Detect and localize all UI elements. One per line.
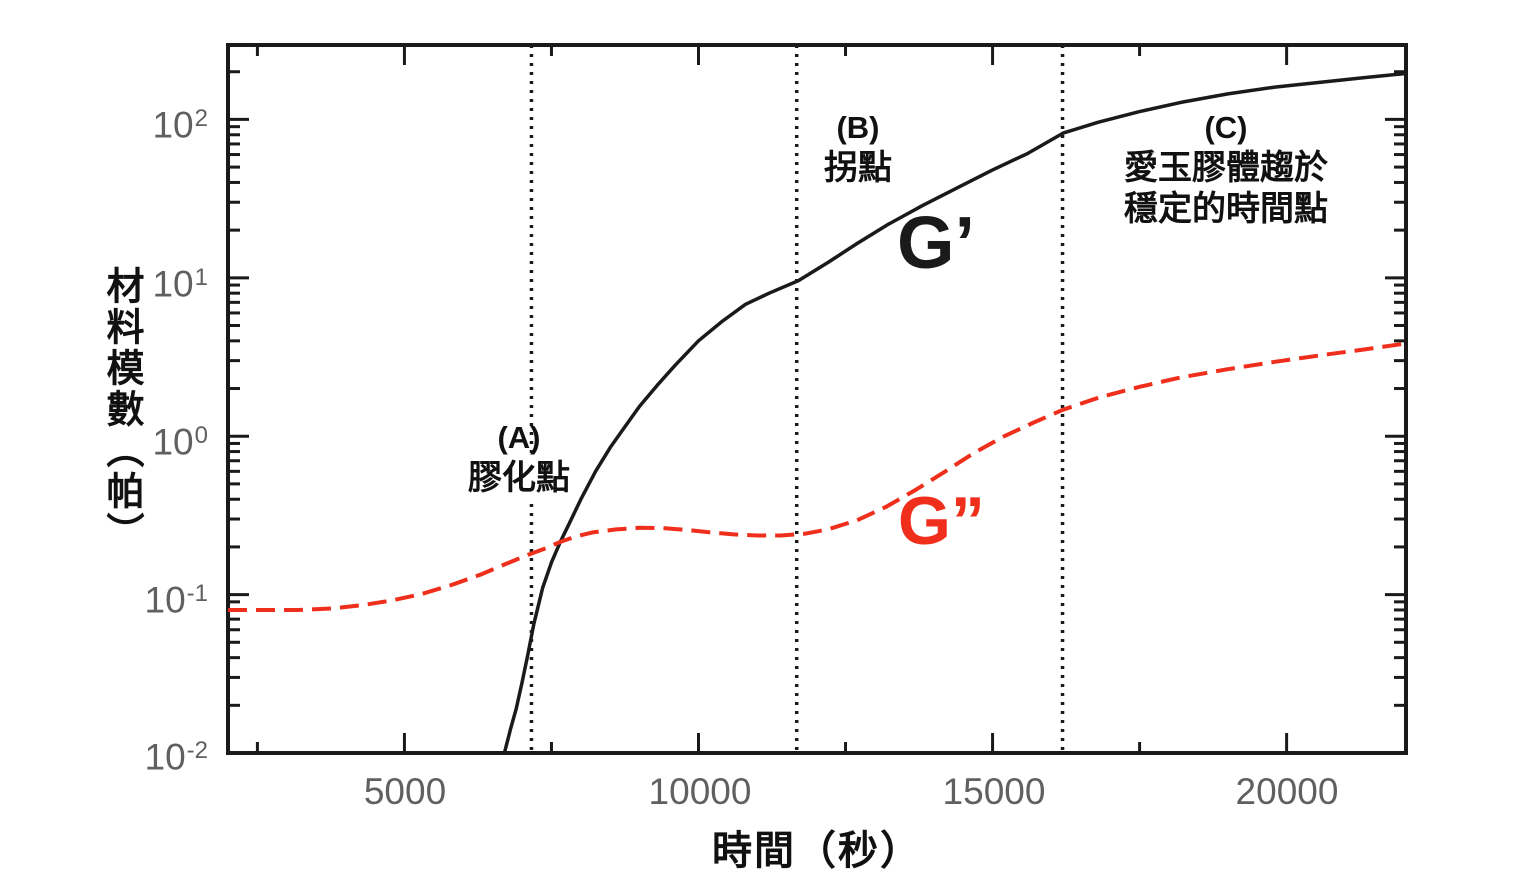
y-tick-label-1e0: 100 <box>152 421 208 463</box>
x-tick-label-20000: 20000 <box>1235 771 1339 812</box>
y-tick-label-1e-1: 10-1 <box>144 579 209 621</box>
y-axis-title: 材料模數（帕） <box>100 266 142 553</box>
annotation-inflection-point: (B) 拐點 <box>738 108 978 189</box>
annotation-c-text-line1: 愛玉膠體趨於 <box>1119 148 1333 189</box>
x-axis-title: 時間（秒） <box>712 829 922 873</box>
series-label-loss-modulus: G” <box>898 483 985 559</box>
annotation-stabilization-time: (C) 愛玉膠體趨於 穩定的時間點 <box>1098 108 1354 230</box>
plot-frame <box>226 43 1408 755</box>
series-label-storage-modulus: G’ <box>897 201 976 284</box>
annotation-b-text: 拐點 <box>819 148 897 189</box>
y-tick-label-1e1: 101 <box>152 263 208 305</box>
annotation-c-tag: (C) <box>1204 110 1248 145</box>
annotation-a-tag: (A) <box>497 420 541 455</box>
annotation-c-text-line2: 穩定的時間點 <box>1119 189 1333 230</box>
annotation-gel-point: (A) 膠化點 <box>399 418 639 499</box>
x-tick-label-5000: 5000 <box>363 771 447 812</box>
x-tick-label-15000: 15000 <box>942 771 1046 812</box>
y-tick-label-1e-2: 10-2 <box>144 736 209 778</box>
annotation-a-text: 膠化點 <box>463 458 575 499</box>
x-tick-label-10000: 10000 <box>648 771 752 812</box>
g-prime-curve <box>502 71 1407 754</box>
y-tick-label-1e2: 102 <box>152 104 208 146</box>
annotation-b-tag: (B) <box>836 110 880 145</box>
g-double-prime-curve <box>228 341 1407 612</box>
